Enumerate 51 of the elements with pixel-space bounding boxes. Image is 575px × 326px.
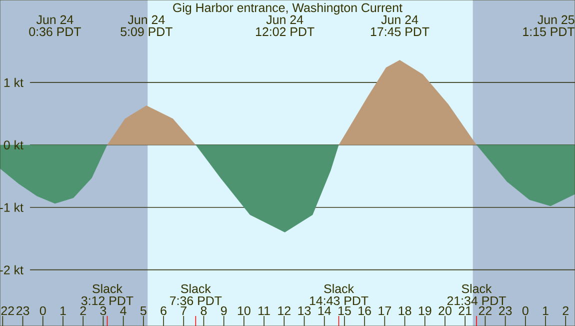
x-tick-label: 21 [458, 306, 472, 315]
x-tick-label: 23 [16, 306, 30, 316]
x-tick-label: 2 [562, 306, 568, 315]
x-tick-label: 4 [120, 306, 126, 315]
x-tick-label: 10 [238, 306, 250, 316]
annotation: 3:12 PDT [81, 296, 134, 306]
x-tick-label: 5 [140, 306, 146, 316]
x-tick-label: 14 [318, 306, 331, 315]
x-tick-label: 8 [200, 306, 207, 316]
x-tick-label: 0 [522, 306, 528, 316]
annotation: 17:45 PDT [370, 27, 430, 36]
annotation: Slack [324, 284, 354, 294]
x-tick-label: 22 [1, 306, 14, 315]
x-tick-label: 2 [80, 306, 86, 315]
annotation: 12:02 PDT [256, 27, 314, 36]
x-tick-label: 1 [543, 306, 548, 315]
x-tick-label: 6 [160, 306, 166, 316]
x-tick-label: 22 [478, 306, 492, 315]
y-tick-label: -2 kt [0, 265, 24, 274]
annotation: 1:15 PDT [523, 27, 575, 36]
annotation: Slack [462, 284, 492, 294]
x-tick-label: 23 [499, 306, 512, 316]
annotation: Jun 24 [128, 15, 165, 24]
x-tick-label: 9 [220, 306, 227, 316]
annotation: 0:36 PDT [29, 27, 81, 36]
x-tick-label: 11 [258, 306, 270, 315]
x-tick-label: 20 [438, 306, 452, 316]
x-tick-label: 15 [338, 306, 351, 316]
annotation: Jun 24 [266, 15, 304, 24]
x-tick-label: 7 [180, 306, 186, 315]
x-tick-label: 19 [418, 306, 432, 316]
y-tick-label: 1 kt [4, 78, 24, 87]
x-tick-label: 1 [60, 306, 66, 315]
x-tick-label: 17 [378, 306, 391, 315]
annotation: 21:34 PDT [447, 296, 506, 306]
x-tick-label: 13 [298, 306, 311, 316]
x-tick-label: 0 [40, 306, 46, 316]
x-tick-label: 16 [358, 306, 371, 316]
annotation: Slack [92, 284, 122, 294]
y-tick-label: -1 kt [0, 202, 24, 212]
annotation: 14:43 PDT [310, 296, 368, 306]
chart-title: Gig Harbor entrance, Washington Current [173, 2, 402, 15]
annotation: Jun 25 [538, 15, 574, 24]
annotation: Jun 24 [36, 15, 74, 24]
annotation: Jun 24 [381, 15, 418, 24]
x-tick-label: 12 [278, 306, 290, 315]
annotation: Slack [181, 284, 211, 294]
annotation: 5:09 PDT [120, 27, 172, 36]
annotation: 7:36 PDT [170, 296, 222, 306]
x-tick-label: 18 [398, 306, 412, 316]
x-tick-label: 3 [100, 306, 106, 316]
